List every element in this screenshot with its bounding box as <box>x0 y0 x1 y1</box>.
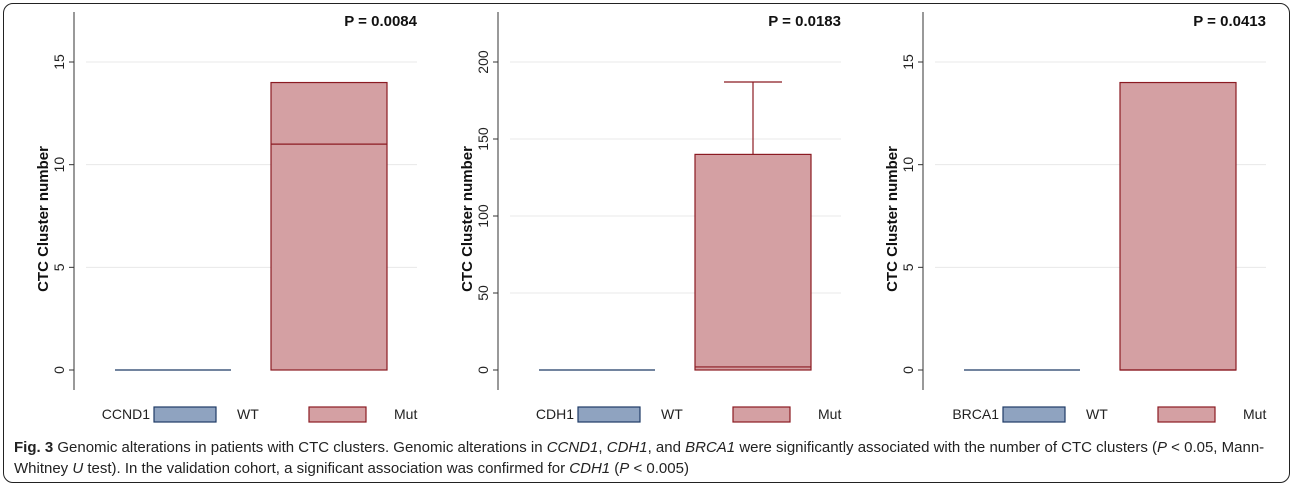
box-mut <box>694 153 812 371</box>
y-tick-label: 15 <box>51 54 67 70</box>
caption-gene: CCND1 <box>546 439 599 456</box>
p-value-label: P = 0.0413 <box>1193 13 1266 30</box>
caption-text: ( <box>610 460 620 477</box>
figure-frame: 0 5 10 15 CTC Cluster number P = 0.0084 CCND1 W… <box>3 3 1290 483</box>
y-axis-label: CTC Cluster number <box>884 146 901 292</box>
legend-label-mut: Mut <box>1243 406 1266 422</box>
panel-ccnd1: 0 5 10 15 CTC Cluster number P = 0.0084 CCND1 W… <box>4 4 433 434</box>
y-axis-label: CTC Cluster number <box>35 146 52 292</box>
caption-p: P <box>1157 439 1168 456</box>
caption-text: , and <box>647 439 686 456</box>
legend-label-mut: Mut <box>818 406 841 422</box>
legend-swatch-wt <box>577 406 641 423</box>
legend-swatch-mut <box>308 406 367 423</box>
legend-swatch-mut <box>732 406 791 423</box>
caption-text: < 0.005) <box>629 460 689 477</box>
caption-p: P <box>619 460 630 477</box>
legend-label-wt: WT <box>661 406 683 422</box>
y-tick-label: 0 <box>475 366 491 374</box>
caption-gene: BRCA1 <box>685 439 736 456</box>
y-tick-label: 50 <box>475 285 491 301</box>
y-tick-label: 15 <box>900 54 916 70</box>
y-tick-label: 5 <box>51 263 67 271</box>
figure-caption: Fig. 3 Genomic alterations in patients w… <box>14 437 1279 479</box>
caption-text: test). In the validation cohort, a signi… <box>83 460 570 477</box>
legend-gene-label: CCND1 <box>102 406 150 422</box>
panel-cdh1: 0 50 100 150 200 CTC Cluster number P = 0.0183… <box>428 4 857 434</box>
caption-gene: CDH1 <box>606 439 648 456</box>
caption-text: were significantly associated with the n… <box>735 439 1157 456</box>
chart-ccnd1: 0 5 10 15 CTC Cluster number P = 0.0084 CCND1 W… <box>35 12 418 423</box>
caption-text: < 0.05, Mann-Whitney <box>14 439 1265 477</box>
y-tick-label: 150 <box>475 127 491 151</box>
caption-text: , <box>598 439 607 456</box>
legend-label-mut: Mut <box>394 406 417 422</box>
caption-text: Genomic alterations in patients with CTC… <box>53 439 547 456</box>
p-value-label: P = 0.0183 <box>768 13 841 30</box>
caption-gene: CDH1 <box>569 460 611 477</box>
legend-swatch-wt <box>1002 406 1066 423</box>
caption-fig-label: Fig. 3 <box>14 439 54 456</box>
legend-gene-label: BRCA1 <box>952 406 999 422</box>
y-tick-label: 200 <box>475 50 491 74</box>
p-value-label: P = 0.0084 <box>344 13 417 30</box>
y-tick-label: 100 <box>475 204 491 228</box>
legend-label-wt: WT <box>1086 406 1108 422</box>
y-tick-label: 5 <box>900 263 916 271</box>
y-tick-label: 10 <box>900 157 916 173</box>
y-tick-label: 10 <box>51 157 67 173</box>
y-axis-label: CTC Cluster number <box>459 146 476 292</box>
legend-label-wt: WT <box>237 406 259 422</box>
y-tick-label: 0 <box>51 366 67 374</box>
legend-gene-label: CDH1 <box>536 406 574 422</box>
y-tick-label: 0 <box>900 366 916 374</box>
box-mut <box>1119 81 1237 371</box>
legend-swatch-mut <box>1157 406 1216 423</box>
panel-brca1: 0 5 10 15 CTC Cluster number P = 0.0413 BRCA1 W… <box>853 4 1282 434</box>
legend-swatch-wt <box>153 406 217 423</box>
box-mut <box>270 81 388 371</box>
chart-brca1: 0 5 10 15 CTC Cluster number P = 0.0413 BRCA1 W… <box>884 12 1266 423</box>
chart-cdh1: 0 50 100 150 200 CTC Cluster number P = 0.0183… <box>459 12 841 423</box>
caption-u: U <box>72 460 84 477</box>
